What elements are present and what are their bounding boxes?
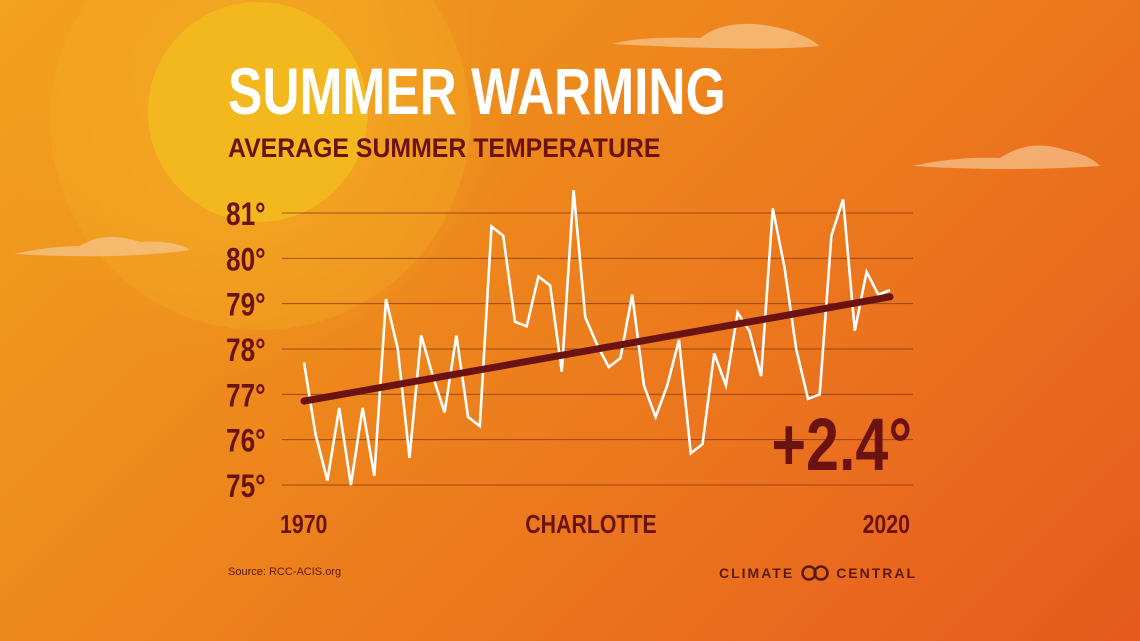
x-tick-label: 2020 (863, 510, 910, 540)
brand-word-2: CENTRAL (836, 565, 918, 581)
y-tick-label: 76° (226, 424, 266, 459)
cloud-icon (612, 23, 820, 49)
y-tick-label: 77° (226, 379, 266, 414)
warming-annotation: +2.4° (771, 404, 912, 487)
y-tick-label: 75° (226, 470, 266, 505)
y-tick-label: 80° (226, 243, 266, 278)
trend-line (300, 293, 894, 405)
chart-subtitle: AVERAGE SUMMER TEMPERATURE (228, 133, 661, 163)
brand-logo: CLIMATE CENTRAL (719, 564, 917, 582)
source-note: Source: RCC-ACIS.org (228, 566, 342, 578)
sun-icon (148, 2, 368, 222)
y-tick-label: 79° (226, 288, 266, 323)
y-tick-label: 81° (226, 198, 266, 233)
brand-word-1: CLIMATE (719, 565, 795, 581)
location-label: CHARLOTTE (525, 510, 656, 540)
chart-title: SUMMER WARMING (228, 54, 726, 128)
y-tick-label: 78° (226, 334, 266, 369)
x-tick-label: 1970 (280, 510, 327, 540)
cloud-icon (912, 145, 1100, 169)
climate-central-logo-icon (801, 565, 829, 581)
cloud-icon (14, 236, 190, 257)
